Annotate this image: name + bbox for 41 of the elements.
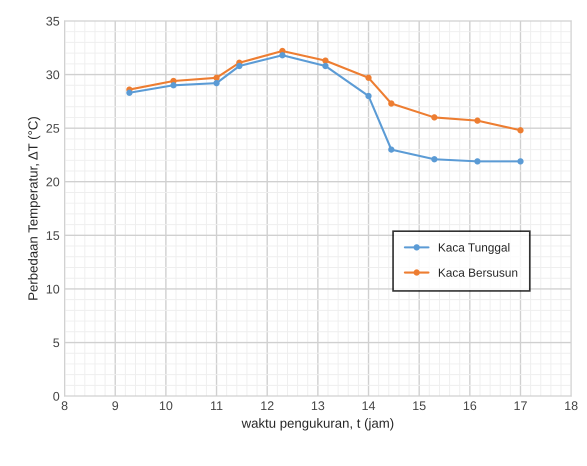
y-tick-label: 35 [46, 16, 60, 26]
point [431, 114, 438, 121]
legend-label: Kaca Bersusun [438, 268, 518, 277]
point [474, 118, 481, 124]
point [517, 158, 524, 164]
point [388, 100, 394, 107]
y-tick-label: 25 [46, 124, 60, 133]
x-tick-label: 8 [62, 401, 68, 410]
point [431, 156, 438, 162]
point [213, 74, 220, 81]
point [322, 58, 329, 64]
x-tick-label: 18 [565, 401, 578, 410]
point [170, 82, 177, 88]
point [388, 146, 394, 153]
point [365, 92, 372, 100]
y-tick-label: 15 [46, 231, 60, 240]
x-axis-title: waktu pengukuran, t (jam) [242, 418, 394, 430]
y-tick-label: 20 [46, 178, 60, 186]
point [126, 90, 133, 96]
y-tick-label: 5 [53, 338, 60, 348]
x-tick-label: 17 [514, 401, 527, 410]
x-tick-label: 16 [464, 401, 476, 410]
point [236, 62, 242, 70]
point [474, 158, 481, 164]
x-tick-label: 15 [413, 401, 426, 410]
x-tick-label: 12 [261, 401, 274, 410]
x-tick-label: 14 [362, 401, 376, 410]
point [365, 74, 372, 81]
legend-label: Kaca Tunggal [438, 242, 510, 254]
y-tick-label: 30 [46, 70, 60, 80]
x-tick-label: 10 [160, 401, 172, 410]
y-tick-label: 0 [53, 392, 60, 401]
point [322, 62, 329, 70]
y-tick-label: 10 [46, 284, 60, 294]
x-tick-label: 9 [112, 401, 118, 410]
y-axis-title: Perbedaan Temperatur, ΔT (°C) [28, 117, 40, 300]
x-tick-label: 11 [211, 401, 222, 410]
point [517, 127, 524, 134]
point [213, 80, 220, 86]
point [279, 52, 286, 58]
x-tick-label: 13 [312, 401, 324, 410]
